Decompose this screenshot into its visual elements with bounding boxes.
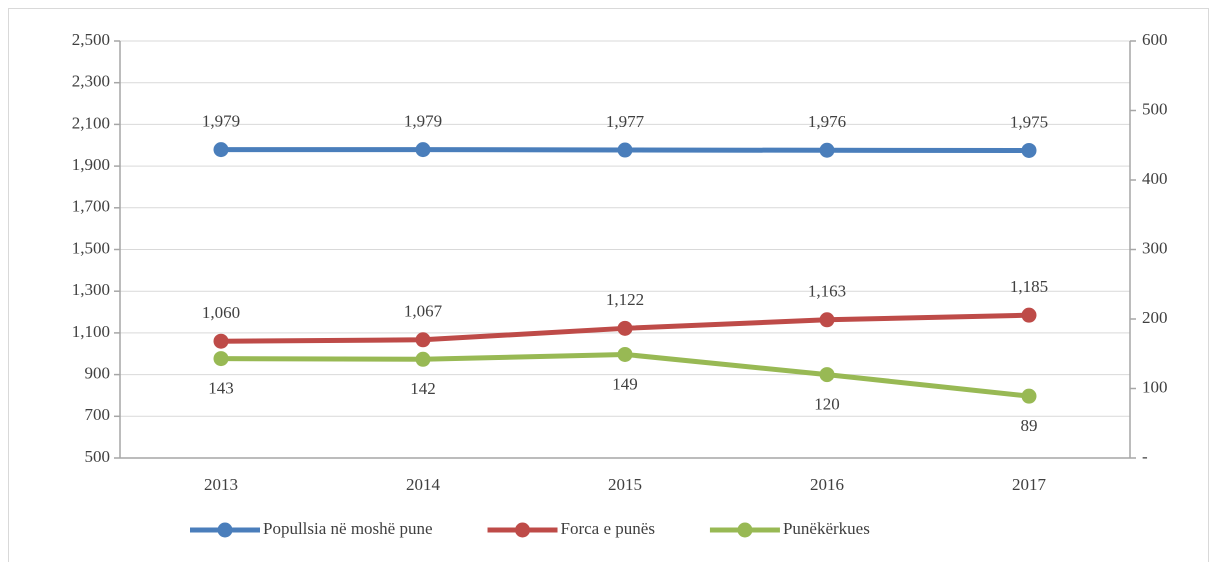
point xyxy=(819,142,835,158)
point xyxy=(1021,307,1037,323)
y-tick-label: 500 xyxy=(85,447,111,466)
point xyxy=(213,142,229,158)
y2-tick-label: 100 xyxy=(1142,377,1168,396)
legend-marker xyxy=(515,522,531,538)
y-tick-label: 2,100 xyxy=(72,113,110,132)
x-tick-label: 2014 xyxy=(406,475,441,494)
y-tick-label: 1,300 xyxy=(72,280,110,299)
data-label: 1,185 xyxy=(1010,277,1048,296)
point xyxy=(1021,388,1037,404)
data-label: 1,163 xyxy=(808,282,846,301)
point xyxy=(819,367,835,383)
data-label: 1,060 xyxy=(202,303,240,322)
data-label: 120 xyxy=(814,395,840,414)
x-tick-label: 2015 xyxy=(608,475,642,494)
data-label: 1,976 xyxy=(808,112,846,131)
x-tick-label: 2013 xyxy=(204,475,238,494)
y-tick-label: 2,500 xyxy=(72,30,110,49)
data-label: 149 xyxy=(612,374,638,393)
data-label: 89 xyxy=(1021,416,1038,435)
y-tick-label: 2,300 xyxy=(72,72,110,91)
y2-tick-label: 600 xyxy=(1142,30,1168,49)
data-label: 1,975 xyxy=(1010,112,1048,131)
legend-marker xyxy=(737,522,753,538)
y2-tick-label: 400 xyxy=(1142,169,1168,188)
legend-label: Forca e punës xyxy=(561,519,655,538)
data-label: 1,979 xyxy=(202,112,240,131)
legend-label: Popullsia në moshë pune xyxy=(263,519,433,538)
legend-label: Punëkërkues xyxy=(783,519,870,538)
y2-tick-label: 500 xyxy=(1142,99,1168,118)
point xyxy=(415,351,431,367)
point xyxy=(819,312,835,328)
y2-tick-label: - xyxy=(1142,447,1148,466)
x-tick-label: 2016 xyxy=(810,475,844,494)
point xyxy=(415,142,431,158)
point xyxy=(617,346,633,362)
data-label: 1,979 xyxy=(404,112,442,131)
legend-marker xyxy=(217,522,233,538)
point xyxy=(617,142,633,158)
y-tick-label: 900 xyxy=(85,364,111,383)
data-label: 142 xyxy=(410,379,436,398)
point xyxy=(213,351,229,367)
point xyxy=(415,332,431,348)
y-tick-label: 1,900 xyxy=(72,155,110,174)
y-tick-label: 1,700 xyxy=(72,197,110,216)
data-label: 143 xyxy=(208,379,234,398)
data-label: 1,122 xyxy=(606,290,644,309)
y2-tick-label: 200 xyxy=(1142,308,1168,327)
y2-tick-label: 300 xyxy=(1142,238,1168,257)
point xyxy=(617,320,633,336)
x-tick-label: 2017 xyxy=(1012,475,1047,494)
y-tick-label: 700 xyxy=(85,405,111,424)
point xyxy=(213,333,229,349)
data-label: 1,067 xyxy=(404,302,443,321)
chart-frame xyxy=(8,8,1209,562)
y-tick-label: 1,100 xyxy=(72,322,110,341)
y-tick-label: 1,500 xyxy=(72,238,110,257)
data-label: 1,977 xyxy=(606,112,645,131)
point xyxy=(1021,142,1037,158)
